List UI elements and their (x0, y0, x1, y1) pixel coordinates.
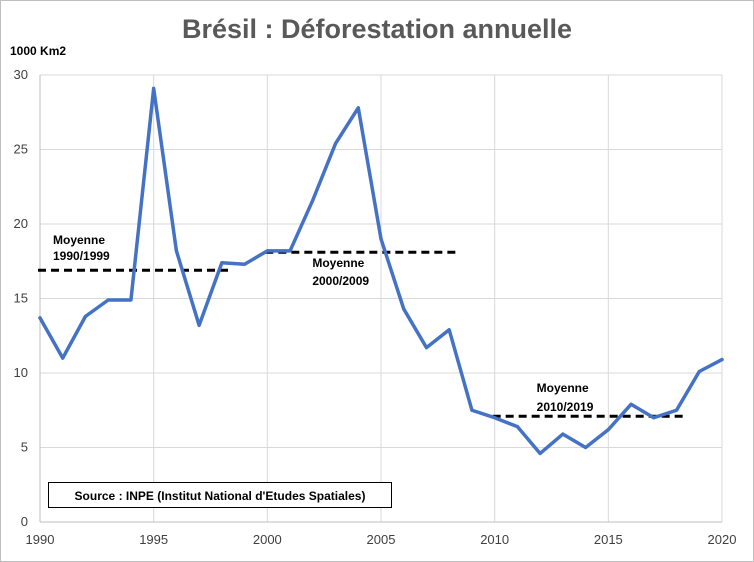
data-point (265, 249, 269, 253)
data-point (38, 316, 42, 320)
y-tick-label: 20 (14, 216, 28, 231)
data-point (356, 106, 360, 110)
data-point (129, 298, 133, 302)
data-point (470, 408, 474, 412)
y-tick-label: 5 (21, 440, 28, 455)
data-point (402, 307, 406, 311)
average-label-period: 2000/2009 (312, 274, 369, 288)
average-label-title: Moyenne (537, 381, 589, 395)
data-point (675, 408, 679, 412)
data-point (515, 425, 519, 429)
data-point (493, 416, 497, 420)
gridlines (40, 74, 723, 522)
source-note: Source : INPE (Institut National d'Etude… (48, 482, 392, 508)
average-label-title: Moyenne (312, 256, 364, 270)
y-tick-labels: 0 5 10 15 20 25 30 (14, 67, 28, 529)
data-point (379, 237, 383, 241)
data-point (629, 402, 633, 406)
x-tick-label: 2015 (594, 532, 623, 547)
data-point (652, 416, 656, 420)
data-point (561, 432, 565, 436)
axes (39, 75, 722, 523)
data-point (197, 323, 201, 327)
data-point (83, 314, 87, 318)
y-axis-unit-label: 1000 Km2 (10, 44, 67, 58)
y-tick-label: 0 (21, 514, 28, 529)
y-tick-label: 25 (14, 142, 28, 157)
average-label-title: Moyenne (53, 233, 105, 247)
chart-title: Brésil : Déforestation annuelle (181, 14, 573, 44)
data-point (424, 346, 428, 350)
x-tick-labels: 1990 1995 2000 2005 2010 2015 2020 (26, 532, 737, 547)
x-tick-label: 1995 (139, 532, 168, 547)
data-point (447, 328, 451, 332)
data-point (174, 249, 178, 253)
data-point (243, 262, 247, 266)
average-annotations: Moyenne 1990/1999 Moyenne 2000/2009 Moyenne 2… (53, 233, 594, 414)
y-tick-label: 10 (14, 365, 28, 380)
data-point (106, 298, 110, 302)
x-tick-label: 2010 (480, 532, 509, 547)
y-tick-label: 15 (14, 291, 28, 306)
data-point (334, 142, 338, 146)
data-point (61, 356, 65, 360)
data-point (311, 198, 315, 202)
data-point (720, 358, 724, 362)
x-tick-label: 2020 (708, 532, 737, 547)
data-point (220, 261, 224, 265)
average-label-period: 2010/2019 (537, 400, 594, 414)
data-point (584, 446, 588, 449)
x-tick-label: 2000 (253, 532, 282, 547)
x-tick-label: 1990 (26, 532, 55, 547)
y-tick-label: 30 (14, 67, 28, 82)
x-tick-label: 2005 (367, 532, 396, 547)
data-point (152, 86, 156, 90)
data-point (538, 451, 542, 455)
average-label-period: 1990/1999 (53, 249, 110, 263)
data-point (697, 370, 701, 374)
data-point (606, 428, 610, 432)
data-series (38, 86, 724, 456)
data-point (288, 249, 292, 253)
